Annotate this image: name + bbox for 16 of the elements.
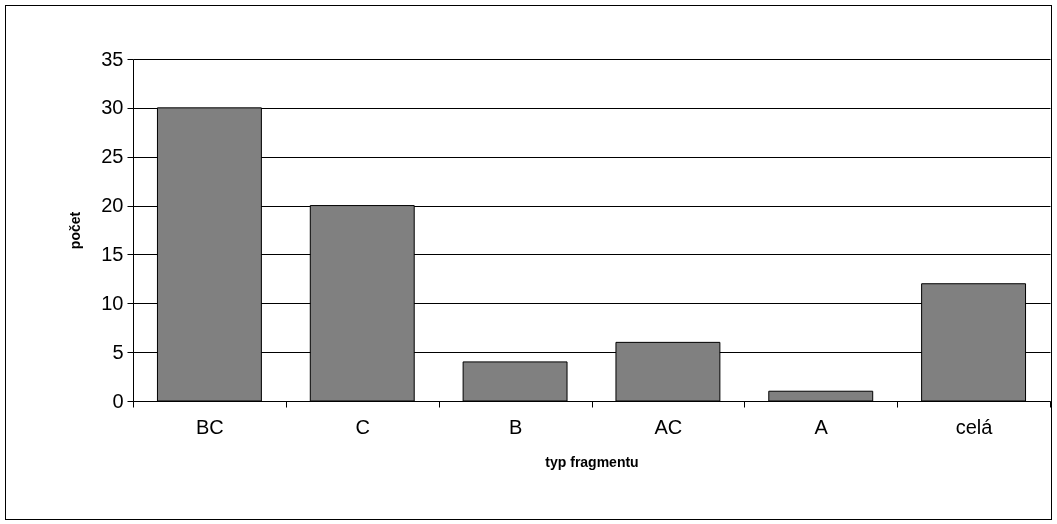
x-tick-label: B — [508, 415, 523, 438]
y-tick-label: 15 — [101, 242, 124, 265]
y-tick-label: 5 — [112, 340, 124, 363]
y-tick-label: 10 — [101, 291, 124, 314]
x-tick-label: celá — [955, 415, 994, 438]
y-axis-title: počet — [67, 211, 84, 250]
y-tick-label: 0 — [112, 389, 124, 412]
x-tick-label: A — [814, 415, 829, 438]
y-tick-label: 30 — [101, 96, 124, 119]
y-tick-label: 20 — [101, 194, 124, 217]
x-tick-label: C — [355, 415, 370, 438]
x-axis-title: typ fragmentu — [545, 453, 639, 470]
x-tick-label: AC — [654, 415, 683, 438]
x-tick-label: BC — [196, 415, 224, 438]
y-tick-label: 35 — [101, 47, 124, 70]
y-tick-label: 25 — [101, 145, 124, 168]
